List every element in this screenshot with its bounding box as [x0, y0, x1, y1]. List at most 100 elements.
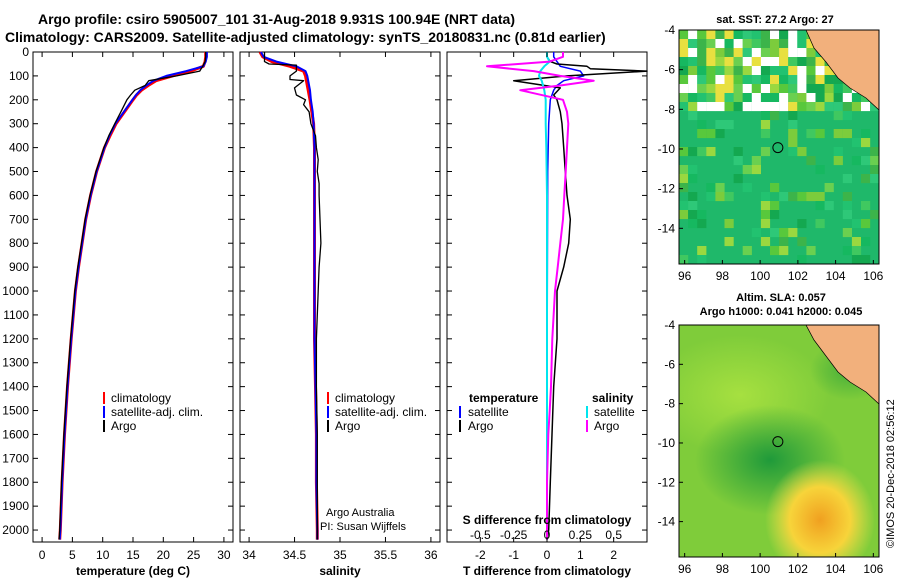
- sst-cell: [797, 66, 807, 76]
- sst-cell: [815, 57, 825, 67]
- legend-t-satellite: satellite: [468, 405, 509, 419]
- legend-argo: Argo: [111, 419, 137, 433]
- sst-cell: [797, 147, 807, 157]
- sst-cell: [806, 66, 816, 76]
- sst-cell: [715, 30, 725, 40]
- salinity-legend: climatology satellite-adj. clim. Argo: [327, 391, 427, 433]
- sst-cell: [770, 102, 780, 112]
- sst-cell: [760, 219, 771, 229]
- sst-cell: [779, 246, 789, 256]
- sst-cell: [751, 66, 761, 76]
- imos-stamp: ©IMOS 20-Dec-2018 02:56:12: [885, 399, 897, 548]
- sst-cell: [706, 93, 716, 103]
- sst-cell: [742, 93, 752, 103]
- sst-cell: [724, 84, 734, 94]
- sst-cell: [815, 165, 825, 175]
- lat-tick-label: -14: [658, 515, 676, 529]
- salinity-axes-frame: [239, 51, 441, 543]
- sst-cell: [724, 192, 734, 202]
- sst-cell: [742, 75, 752, 85]
- sst-cell: [815, 102, 825, 112]
- sst-cell: [724, 30, 734, 40]
- sst-cell: [797, 237, 807, 247]
- sst-cell: [770, 48, 780, 58]
- x-tick-label: 5: [69, 548, 76, 562]
- sst-cell: [788, 75, 798, 85]
- sst-cell: [760, 201, 771, 211]
- lat-tick-label: -8: [664, 102, 675, 116]
- series-line-argo: [263, 52, 322, 540]
- sst-cell: [697, 93, 707, 103]
- depth-tick-label: 0: [22, 45, 29, 59]
- sst-cell: [851, 255, 862, 264]
- sst-cell: [806, 246, 816, 256]
- series-line-s-argo: [486, 52, 595, 540]
- sst-cell: [861, 201, 871, 211]
- sst-cell: [724, 120, 734, 130]
- lon-tick-label: 104: [826, 562, 846, 576]
- sst-cell: [679, 48, 689, 58]
- sst-cell: [770, 57, 780, 67]
- x-tick-label: -1: [508, 548, 519, 562]
- sst-cell: [679, 102, 689, 112]
- sst-cell: [688, 165, 698, 175]
- difference-xlabel: T difference from climatology: [463, 564, 631, 578]
- series-line-t-argo: [512, 52, 648, 540]
- sst-cell: [870, 210, 879, 220]
- legend-t-argo: Argo: [468, 419, 494, 433]
- sst-cell: [842, 201, 852, 211]
- sst-cell: [779, 237, 789, 247]
- sst-cell: [833, 84, 843, 94]
- sst-cell: [751, 93, 761, 103]
- sla-land: [805, 325, 879, 405]
- sst-cell: [724, 93, 734, 103]
- depth-tick-label: 1000: [2, 284, 29, 298]
- sla-map-title-1: Altim. SLA: 0.057: [736, 292, 826, 304]
- sst-cell: [851, 138, 862, 148]
- sst-cell: [770, 246, 780, 256]
- s-tick-label: 0.25: [569, 528, 593, 542]
- sst-cell: [715, 93, 725, 103]
- sst-cell: [842, 129, 852, 139]
- legend-satellite: satellite-adj. clim.: [111, 405, 203, 419]
- sst-cell: [824, 75, 834, 85]
- sst-cell: [697, 120, 707, 130]
- depth-tick-label: 1500: [2, 404, 29, 418]
- sst-cell: [824, 183, 834, 193]
- sst-cell: [779, 228, 789, 238]
- sst-cell: [751, 39, 761, 49]
- sst-cell: [788, 39, 798, 49]
- x-tick-label: 34: [242, 548, 256, 562]
- depth-tick-label: 300: [9, 117, 29, 131]
- sst-cell: [806, 102, 816, 112]
- sst-cell: [861, 219, 871, 229]
- sst-cell: [815, 192, 825, 202]
- sst-cell: [733, 84, 743, 94]
- sst-cell: [697, 129, 707, 139]
- sst-cell: [760, 102, 771, 112]
- s-tick-label: -0.25: [500, 528, 528, 542]
- sst-cell: [870, 156, 879, 166]
- sst-cell: [861, 156, 871, 166]
- sst-map: sat. SST: 27.2 Argo: 27 96 98 100 102 104 106…: [658, 14, 884, 283]
- sst-cell: [770, 111, 780, 121]
- sst-cell: [688, 102, 698, 112]
- depth-tick-label: 100: [9, 69, 29, 83]
- lon-tick-label: 98: [716, 562, 730, 576]
- difference-legend: temperature satellite Argo salinity sate…: [459, 391, 635, 433]
- sst-cell: [715, 129, 725, 139]
- x-tick-label: 15: [126, 548, 140, 562]
- series-line-s-satellite: [538, 52, 551, 540]
- sst-cell: [779, 66, 789, 76]
- sst-cell: [833, 129, 843, 139]
- sst-cell: [788, 48, 798, 58]
- lon-tick-label: 100: [750, 562, 770, 576]
- sst-cell: [733, 75, 743, 85]
- x-tick-label: 0: [544, 548, 551, 562]
- sst-cell: [706, 39, 716, 49]
- sst-cell: [760, 84, 771, 94]
- sst-cell: [842, 192, 852, 202]
- series-line-satellite-adj-clim-: [260, 51, 319, 540]
- sst-cell: [706, 75, 716, 85]
- difference-series: [486, 52, 648, 540]
